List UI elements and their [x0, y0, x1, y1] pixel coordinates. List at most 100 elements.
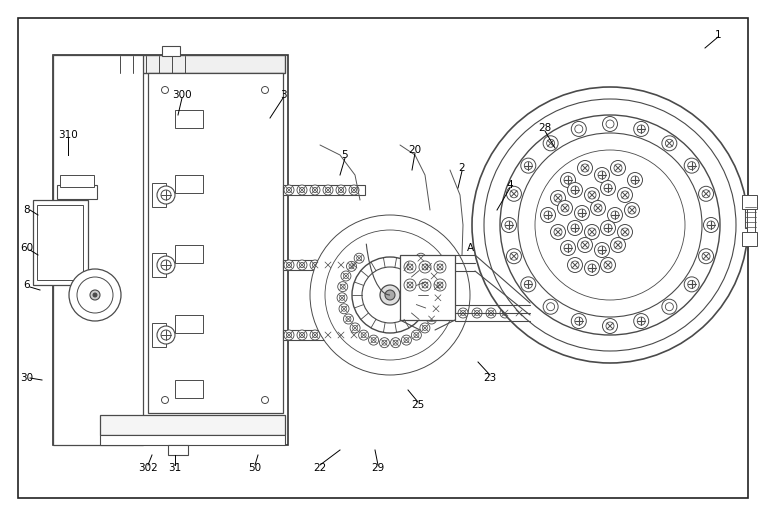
Circle shape: [687, 162, 696, 170]
Bar: [152, 253, 166, 277]
Circle shape: [611, 211, 619, 219]
Circle shape: [662, 136, 677, 151]
Circle shape: [297, 260, 307, 270]
Circle shape: [369, 335, 379, 345]
Circle shape: [551, 224, 565, 239]
Circle shape: [341, 271, 351, 281]
Circle shape: [621, 191, 629, 199]
Circle shape: [339, 187, 343, 192]
Bar: [33, 200, 88, 285]
Circle shape: [426, 314, 436, 324]
Circle shape: [310, 330, 320, 340]
Circle shape: [554, 228, 562, 236]
Circle shape: [510, 190, 518, 198]
Bar: [100, 55, 285, 73]
Circle shape: [510, 252, 518, 260]
Circle shape: [594, 204, 602, 212]
Text: 4: 4: [507, 180, 513, 190]
Circle shape: [578, 160, 592, 175]
Circle shape: [404, 337, 409, 343]
Circle shape: [429, 316, 434, 321]
Circle shape: [506, 186, 521, 201]
Bar: [148, 73, 283, 413]
Circle shape: [702, 190, 710, 198]
Circle shape: [578, 237, 592, 252]
Circle shape: [561, 204, 569, 212]
Bar: [53, 55, 143, 445]
Circle shape: [581, 241, 589, 249]
Bar: [175, 175, 203, 193]
Text: 25: 25: [412, 400, 425, 410]
Circle shape: [337, 293, 347, 303]
Circle shape: [621, 228, 629, 236]
Circle shape: [161, 396, 168, 404]
Circle shape: [310, 185, 320, 195]
Circle shape: [571, 314, 586, 329]
Circle shape: [437, 264, 443, 270]
Text: 8: 8: [24, 205, 30, 215]
Circle shape: [594, 168, 610, 183]
Circle shape: [627, 172, 643, 187]
Text: 30: 30: [21, 373, 34, 383]
Circle shape: [488, 311, 494, 315]
Circle shape: [371, 337, 376, 343]
Circle shape: [339, 295, 345, 300]
Text: 1: 1: [715, 30, 721, 40]
Circle shape: [554, 194, 562, 202]
Circle shape: [313, 332, 317, 337]
Text: 5: 5: [342, 150, 349, 160]
Bar: [283, 185, 365, 195]
Circle shape: [323, 185, 333, 195]
Circle shape: [326, 187, 330, 192]
Circle shape: [571, 186, 579, 194]
Bar: [57, 185, 97, 199]
Circle shape: [393, 340, 398, 345]
Circle shape: [568, 183, 582, 198]
Circle shape: [434, 261, 446, 273]
Circle shape: [437, 282, 443, 288]
Circle shape: [336, 330, 346, 340]
Circle shape: [93, 293, 97, 297]
Circle shape: [568, 220, 582, 235]
Circle shape: [611, 160, 625, 175]
Circle shape: [161, 190, 171, 200]
Circle shape: [617, 187, 633, 202]
Circle shape: [564, 176, 572, 184]
Circle shape: [323, 260, 333, 270]
Bar: [37, 205, 83, 280]
Circle shape: [699, 249, 713, 264]
Circle shape: [475, 311, 479, 315]
Circle shape: [578, 209, 586, 217]
Circle shape: [601, 181, 615, 196]
Text: 28: 28: [538, 123, 551, 133]
Circle shape: [571, 121, 586, 136]
Text: 60: 60: [21, 243, 34, 253]
Circle shape: [547, 303, 554, 311]
Circle shape: [310, 215, 470, 375]
Circle shape: [617, 224, 633, 239]
Bar: [60, 175, 94, 187]
Bar: [283, 260, 365, 270]
Circle shape: [343, 273, 349, 279]
Bar: [152, 323, 166, 347]
Circle shape: [543, 136, 558, 151]
Bar: [175, 380, 203, 398]
Circle shape: [662, 299, 677, 314]
Circle shape: [486, 308, 496, 318]
Circle shape: [325, 230, 455, 360]
Circle shape: [352, 187, 356, 192]
Circle shape: [603, 318, 617, 333]
Circle shape: [313, 263, 317, 267]
Circle shape: [286, 263, 292, 267]
Circle shape: [547, 139, 554, 147]
Circle shape: [404, 279, 416, 291]
Circle shape: [346, 261, 356, 271]
Circle shape: [419, 256, 423, 261]
Circle shape: [261, 87, 269, 93]
Circle shape: [407, 282, 413, 288]
Circle shape: [339, 263, 343, 267]
Circle shape: [379, 337, 389, 348]
Circle shape: [349, 260, 359, 270]
Circle shape: [502, 218, 517, 233]
Circle shape: [429, 271, 439, 281]
